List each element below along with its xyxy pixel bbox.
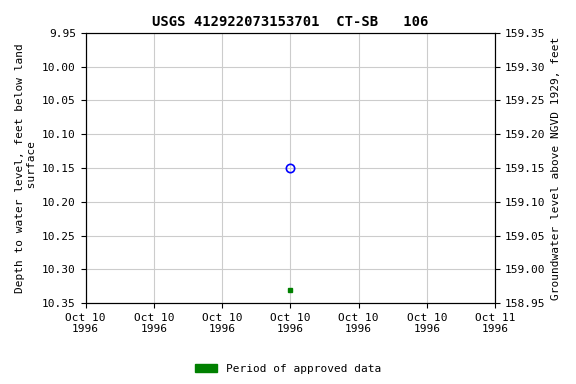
Title: USGS 412922073153701  CT-SB   106: USGS 412922073153701 CT-SB 106 <box>152 15 429 29</box>
Y-axis label: Groundwater level above NGVD 1929, feet: Groundwater level above NGVD 1929, feet <box>551 36 561 300</box>
Y-axis label: Depth to water level, feet below land
 surface: Depth to water level, feet below land su… <box>15 43 37 293</box>
Legend: Period of approved data: Period of approved data <box>191 359 385 379</box>
